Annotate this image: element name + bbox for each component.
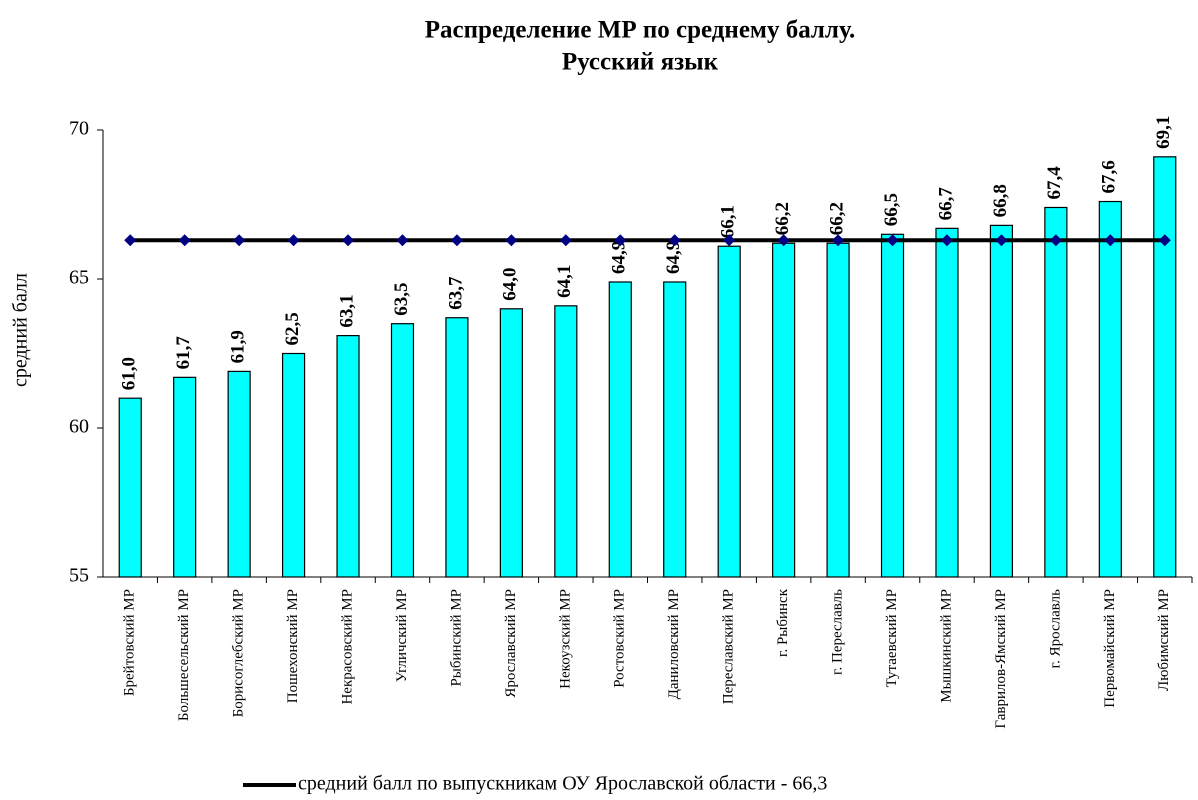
- value-label: 61,7: [173, 336, 194, 370]
- x-tick-label: Гаврилов-Ямский МР: [993, 589, 1009, 729]
- value-label: 67,6: [1099, 160, 1120, 193]
- bar: [118, 397, 142, 578]
- value-label: 64,9: [663, 241, 684, 274]
- reference-marker: [233, 234, 246, 247]
- reference-marker: [124, 234, 137, 247]
- reference-marker: [1104, 234, 1117, 247]
- x-tick-label: Некрасовский МР: [339, 589, 355, 705]
- bar: [499, 308, 523, 578]
- x-tick-label: Брейтовский МР: [122, 589, 138, 696]
- y-tick-label: 65: [69, 267, 89, 289]
- bar: [935, 227, 959, 578]
- reference-marker: [178, 234, 191, 247]
- reference-marker: [287, 234, 300, 247]
- value-label: 63,5: [391, 282, 412, 315]
- y-tick-label: 60: [69, 416, 89, 438]
- x-tick-label: Первомайский МР: [1102, 589, 1118, 708]
- value-label: 61,9: [227, 330, 248, 363]
- reference-marker: [995, 234, 1008, 247]
- value-label: 64,0: [500, 268, 521, 301]
- bar: [227, 370, 251, 578]
- x-tick-label: Тутаевский МР: [884, 589, 900, 687]
- reference-marker: [777, 234, 790, 247]
- chart-title: Распределение МР по среднему баллу.: [425, 17, 855, 44]
- x-tick-label: Любимский МР: [1156, 589, 1172, 691]
- reference-marker: [614, 234, 627, 247]
- x-tick-label: г. Ярославль: [1047, 589, 1063, 669]
- x-tick-label: Большесельский МР: [176, 589, 192, 721]
- value-label: 64,1: [554, 265, 575, 298]
- reference-marker: [940, 234, 953, 247]
- value-label: 63,7: [445, 276, 466, 310]
- bar: [663, 281, 687, 578]
- reference-marker: [1049, 234, 1062, 247]
- y-tick-label: 70: [69, 118, 89, 140]
- reference-marker: [505, 234, 518, 247]
- chart-subtitle: Русский язык: [562, 49, 719, 76]
- x-tick-label: Рыбинский МР: [448, 589, 464, 687]
- reference-marker: [559, 234, 572, 247]
- y-tick-label: 55: [69, 565, 89, 587]
- reference-marker: [1158, 234, 1171, 247]
- x-tick-label: Борисоглебский МР: [231, 589, 247, 717]
- value-label: 61,0: [119, 357, 140, 390]
- bar: [336, 335, 360, 578]
- legend-label: средний балл по выпускникам ОУ Ярославск…: [298, 773, 827, 795]
- bar: [1153, 156, 1177, 578]
- value-label: 66,8: [990, 184, 1011, 217]
- bar: [173, 376, 197, 578]
- bar: [554, 305, 578, 578]
- value-label: 63,1: [336, 294, 357, 327]
- value-label: 67,4: [1044, 166, 1065, 200]
- reference-marker: [668, 234, 681, 247]
- bar: [445, 317, 469, 578]
- x-tick-label: Мышкинский МР: [938, 589, 954, 703]
- bar: [281, 352, 306, 578]
- x-tick-label: Угличский МР: [394, 589, 410, 682]
- x-tick-label: Переславский МР: [721, 589, 737, 704]
- bar: [1044, 206, 1068, 578]
- reference-marker: [723, 234, 736, 247]
- bar: [772, 242, 796, 578]
- x-tick-label: Пошехонский МР: [285, 589, 301, 703]
- x-tick-label: Даниловский МР: [666, 589, 682, 699]
- x-tick-label: Ярославский МР: [503, 589, 519, 698]
- value-label: 69,1: [1153, 116, 1174, 149]
- bar: [1098, 200, 1122, 578]
- bar: [717, 245, 741, 578]
- bar: [608, 281, 632, 578]
- x-tick-label: г. Рыбинск: [775, 588, 791, 657]
- x-tick-label: Некоузский МР: [557, 589, 573, 689]
- value-label: 66,7: [935, 187, 956, 221]
- bar: [880, 233, 905, 578]
- x-tick-label: г. Переславль: [830, 589, 846, 675]
- value-label: 66,2: [772, 202, 793, 235]
- reference-marker: [396, 234, 409, 247]
- value-label: 64,9: [609, 241, 630, 274]
- bar: [826, 242, 850, 578]
- bar: [390, 323, 415, 578]
- value-label: 66,1: [718, 205, 739, 238]
- value-label: 66,2: [826, 202, 847, 235]
- x-tick-label: Ростовский МР: [612, 589, 628, 688]
- y-axis-label: средний балл: [10, 273, 32, 387]
- value-label: 66,5: [881, 193, 902, 226]
- value-label: 62,5: [282, 312, 303, 345]
- reference-marker: [450, 234, 463, 247]
- reference-marker: [342, 234, 355, 247]
- bar: [989, 224, 1014, 578]
- reference-marker: [832, 234, 845, 247]
- reference-marker: [886, 234, 899, 247]
